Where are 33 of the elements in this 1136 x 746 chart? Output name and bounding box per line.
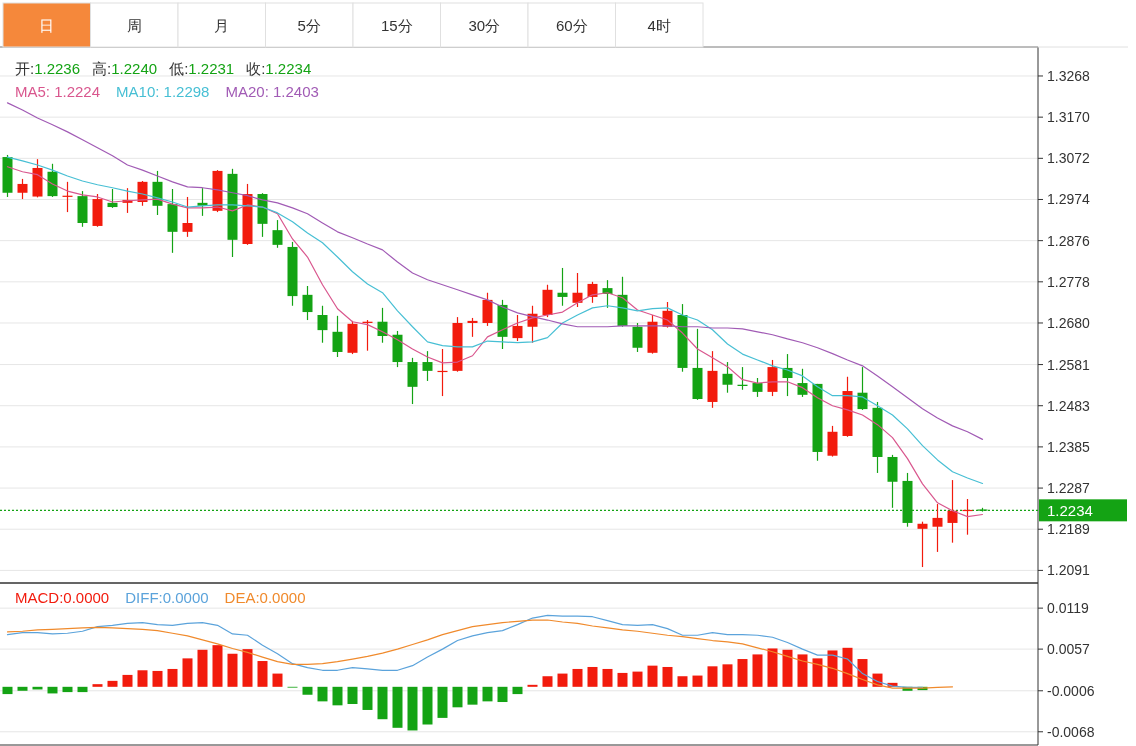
y-tick-label: 1.2581	[1047, 356, 1091, 373]
y-tick-label: 1.2876	[1047, 232, 1091, 249]
text: 月	[214, 17, 230, 34]
y-tick-label: 1.2385	[1047, 438, 1091, 455]
y-tick-label: 1.2974	[1047, 191, 1091, 208]
y-tick-label: 0.0057	[1047, 641, 1091, 658]
text: 4时	[647, 17, 671, 34]
series-label: DIFF:0.0000	[125, 589, 209, 606]
y-tick-label: 1.2287	[1047, 480, 1091, 497]
y-tick-label: 1.3268	[1047, 67, 1091, 84]
text: 15分	[380, 17, 413, 34]
y-tick-label: 0.0119	[1047, 600, 1089, 617]
text: MA5: 1.2224	[15, 83, 101, 100]
text: 60分	[555, 17, 588, 34]
text: MA10: 1.2298	[116, 83, 210, 100]
ref-line-label: 1.2234	[1047, 502, 1093, 520]
y-tick-label: 1.2091	[1047, 562, 1091, 579]
text: 周	[126, 17, 142, 34]
text: 5分	[297, 17, 321, 34]
y-tick-label: 1.3170	[1047, 109, 1091, 126]
y-tick-label: -0.0006	[1047, 682, 1095, 699]
y-tick-label: 1.2189	[1047, 521, 1091, 538]
text: 日	[39, 17, 55, 34]
text: MACD:0.0000	[15, 589, 110, 606]
y-tick-label: 1.2483	[1047, 397, 1091, 414]
y-tick-label: 1.2680	[1047, 314, 1091, 331]
text: DEA:0.0000	[224, 589, 306, 606]
text: 30分	[468, 17, 501, 34]
text: 开:1.2236 高:1.2240 低:1.2231 收:1.2234	[15, 60, 312, 77]
text: MA20: 1.2403	[225, 83, 319, 100]
y-tick-label: -0.0068	[1047, 723, 1095, 740]
y-tick-label: 1.3072	[1047, 150, 1091, 167]
y-tick-label: 1.2778	[1047, 273, 1091, 290]
